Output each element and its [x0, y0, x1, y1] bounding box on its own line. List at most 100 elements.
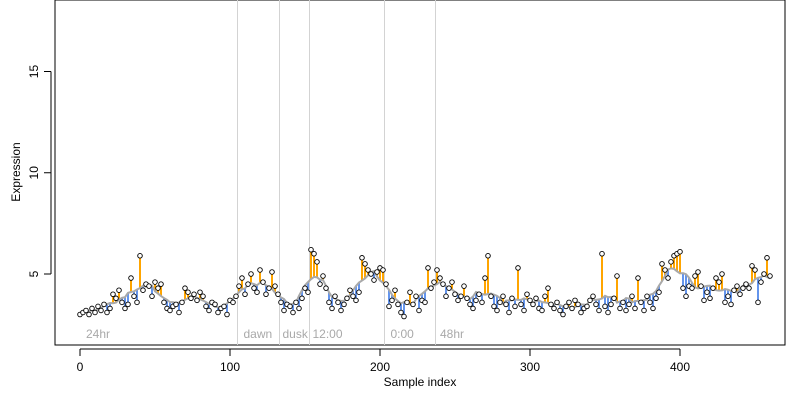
data-point	[140, 287, 146, 293]
data-point	[602, 303, 608, 310]
data-point	[230, 299, 236, 306]
y-axis-title: Expression	[9, 142, 23, 201]
data-point	[476, 291, 482, 298]
data-point	[677, 248, 683, 255]
data-point	[749, 263, 755, 269]
x-tick-label: 300	[520, 360, 540, 374]
data-point	[557, 307, 563, 314]
data-point	[407, 289, 413, 295]
data-point	[371, 277, 377, 283]
data-point	[626, 301, 632, 308]
data-point	[368, 271, 374, 277]
data-point	[521, 307, 527, 314]
data-point	[527, 297, 533, 304]
data-point	[539, 307, 545, 314]
data-point	[347, 287, 353, 293]
y-tick-label: 10	[27, 166, 41, 180]
data-point	[194, 297, 200, 304]
data-point	[566, 299, 572, 306]
data-point	[656, 289, 662, 295]
data-point	[518, 301, 524, 308]
period-label: 0:00	[391, 327, 415, 341]
data-point	[131, 293, 137, 300]
data-point	[335, 299, 341, 306]
data-point	[644, 293, 650, 300]
data-point	[467, 301, 473, 308]
data-point	[440, 281, 446, 287]
data-point	[395, 301, 401, 308]
data-point	[503, 301, 509, 308]
data-point	[236, 283, 242, 289]
data-point	[269, 269, 275, 275]
data-point	[728, 301, 734, 308]
data-point	[746, 285, 752, 291]
data-point	[398, 309, 404, 316]
data-point	[488, 293, 494, 300]
data-point	[272, 283, 278, 289]
data-point	[458, 293, 464, 300]
data-point	[374, 269, 380, 275]
data-point	[89, 305, 95, 312]
data-point	[185, 289, 191, 295]
data-point	[413, 293, 419, 300]
data-point	[125, 301, 131, 308]
data-point	[491, 303, 497, 310]
data-point	[287, 303, 293, 310]
data-point	[755, 299, 761, 306]
data-point	[344, 295, 350, 302]
data-point	[197, 289, 203, 295]
data-point	[695, 269, 701, 275]
data-point	[410, 301, 416, 308]
data-points	[77, 246, 773, 320]
data-point	[158, 281, 164, 287]
data-point	[212, 301, 218, 308]
data-point	[248, 271, 254, 277]
data-point	[680, 285, 686, 291]
data-point	[275, 291, 281, 298]
data-point	[710, 285, 716, 291]
data-point	[332, 293, 338, 300]
data-point	[605, 309, 611, 316]
data-point	[524, 291, 530, 298]
data-point	[464, 295, 470, 302]
data-point	[704, 289, 710, 295]
data-point	[647, 299, 653, 306]
data-point	[215, 309, 221, 316]
data-point	[290, 309, 296, 316]
data-point	[563, 303, 569, 310]
data-point	[263, 291, 269, 298]
period-label: 48hr	[440, 327, 464, 341]
data-point	[665, 275, 671, 281]
data-point	[725, 293, 731, 300]
data-point	[689, 285, 695, 291]
data-point	[179, 299, 185, 306]
data-point	[593, 301, 599, 308]
data-point	[494, 307, 500, 314]
data-point	[638, 299, 644, 306]
data-point	[635, 275, 641, 281]
data-point	[383, 281, 389, 287]
data-point	[530, 301, 536, 308]
data-point	[404, 299, 410, 306]
data-point	[113, 295, 119, 302]
data-point	[161, 299, 167, 306]
data-point	[362, 261, 368, 267]
x-axis-title: Sample index	[384, 375, 457, 389]
data-point	[152, 279, 158, 285]
data-point	[98, 307, 104, 314]
data-point	[341, 301, 347, 308]
data-point	[146, 283, 152, 289]
baseline-polyline	[79, 267, 771, 314]
data-point	[416, 307, 422, 314]
data-point	[650, 305, 656, 312]
data-point	[431, 279, 437, 285]
data-point	[554, 299, 560, 306]
data-point	[95, 303, 101, 310]
data-point	[320, 273, 326, 279]
data-point	[497, 299, 503, 306]
data-point	[734, 283, 740, 289]
data-point	[323, 285, 329, 291]
x-tick-label: 100	[220, 360, 240, 374]
data-point	[545, 285, 551, 291]
